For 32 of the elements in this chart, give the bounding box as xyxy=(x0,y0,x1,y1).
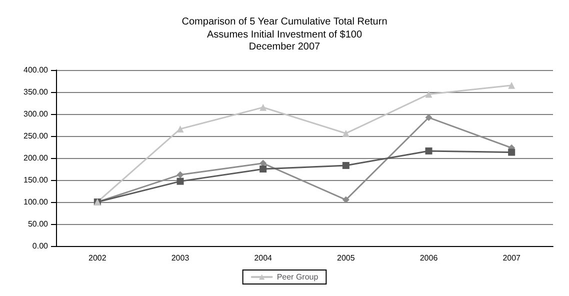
y-tick-label: 300.00 xyxy=(24,110,49,118)
y-tick-label: 0.00 xyxy=(32,242,49,250)
y-tick-label: 400.00 xyxy=(24,66,49,74)
x-tick-label: 2006 xyxy=(420,254,438,262)
point xyxy=(176,125,184,132)
point xyxy=(425,147,432,154)
legend-label: Peer Group xyxy=(276,272,319,282)
point xyxy=(342,130,350,137)
x-tick-label: 2007 xyxy=(502,254,522,262)
point xyxy=(425,114,432,122)
x-tick-label: 2003 xyxy=(171,254,190,262)
y-tick-label: 250.00 xyxy=(24,132,49,140)
x-tick-label: 2005 xyxy=(337,254,356,262)
point xyxy=(176,171,184,178)
point xyxy=(176,178,184,185)
chart-subtitle: Assumes Initial Investment of $100 xyxy=(206,30,362,40)
y-tick-label: 100.00 xyxy=(24,198,49,206)
chart-title: Comparison of 5 Year Cumulative Total Return xyxy=(182,16,388,28)
x-tick-label: 2004 xyxy=(254,254,273,262)
point xyxy=(260,166,267,172)
point xyxy=(508,148,516,156)
y-tick-label: 350.00 xyxy=(24,88,49,96)
y-tick-label: 200.00 xyxy=(24,154,49,162)
y-tick-label: 150.00 xyxy=(24,176,49,184)
x-tick-label: 2002 xyxy=(88,254,107,262)
text: December 2007 xyxy=(248,42,321,52)
point xyxy=(425,90,432,98)
point xyxy=(342,196,350,204)
point xyxy=(260,104,267,111)
point xyxy=(508,82,516,89)
y-tick-label: 50.00 xyxy=(28,220,49,228)
point xyxy=(342,162,350,169)
